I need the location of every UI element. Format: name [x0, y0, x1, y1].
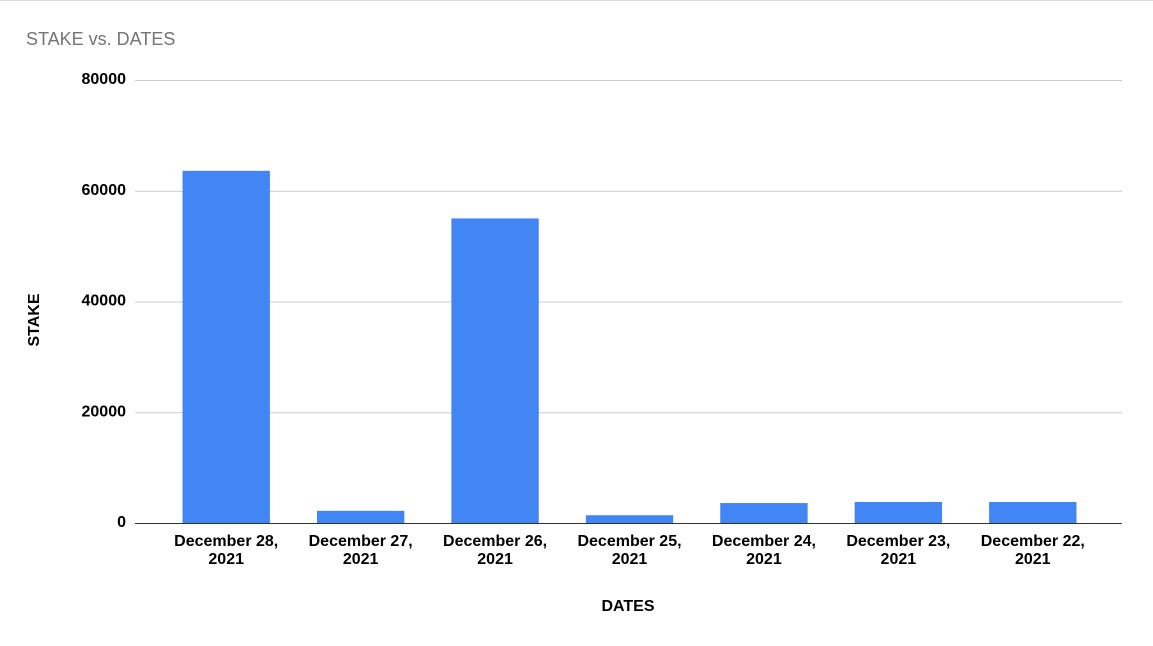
x-axis-title: DATES — [601, 598, 654, 615]
y-axis-title: STAKE — [26, 293, 43, 346]
x-tick-label: December 27, 2021 — [309, 533, 413, 568]
x-tick-label: December 22, 2021 — [981, 533, 1085, 568]
bar — [182, 170, 270, 523]
bar — [854, 501, 943, 523]
bar — [585, 515, 674, 523]
y-tick-label: 40000 — [82, 293, 127, 310]
y-tick-label: 20000 — [82, 403, 127, 420]
x-tick-label: December 28, 2021 — [174, 533, 278, 568]
y-tick-label: 80000 — [82, 71, 127, 88]
x-tick-label: December 26, 2021 — [443, 533, 547, 568]
x-tick-label: December 25, 2021 — [577, 533, 681, 568]
y-tick-label: 0 — [117, 514, 126, 531]
bar — [451, 218, 539, 523]
chart-title: STAKE vs. DATES — [26, 29, 175, 49]
bar — [720, 503, 808, 523]
x-tick-label: December 24, 2021 — [712, 533, 816, 568]
bar — [316, 510, 405, 523]
bar — [989, 501, 1077, 523]
x-tick-label: December 23, 2021 — [846, 533, 950, 568]
y-tick-label: 60000 — [82, 182, 127, 199]
